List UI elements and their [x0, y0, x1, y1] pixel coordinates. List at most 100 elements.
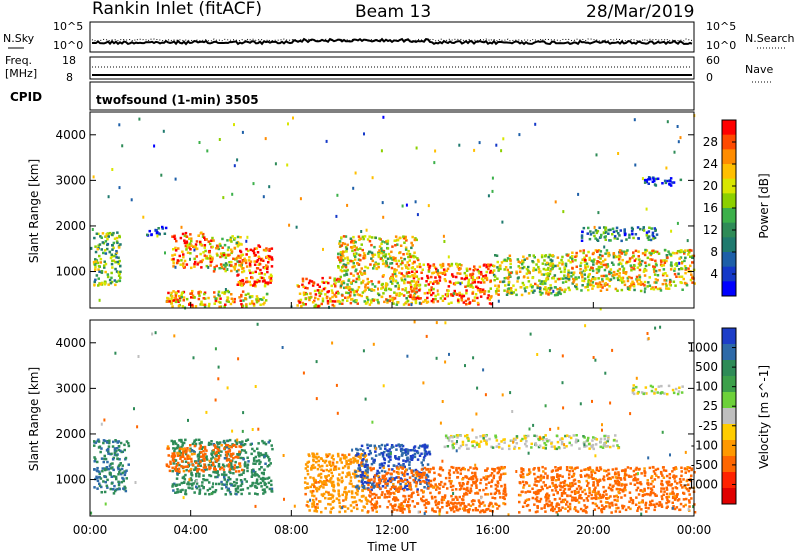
data-cell: [420, 461, 423, 464]
data-cell: [245, 480, 248, 483]
data-cell: [345, 475, 348, 478]
data-cell: [174, 459, 178, 462]
data-cell: [441, 495, 444, 499]
data-cell: [454, 488, 458, 491]
data-cell: [120, 450, 123, 454]
data-cell: [124, 471, 127, 474]
data-cell: [207, 304, 211, 308]
data-cell: [561, 277, 565, 280]
data-cell: [688, 505, 691, 508]
data-cell: [625, 483, 628, 486]
data-cell: [268, 464, 271, 467]
data-cell: [422, 473, 426, 477]
data-cell: [471, 299, 475, 302]
data-cell: [378, 249, 381, 252]
data-cell: [410, 301, 413, 305]
data-cell: [264, 137, 267, 141]
data-cell: [469, 466, 472, 469]
data-cell: [412, 478, 415, 482]
data-cell: [457, 466, 461, 470]
data-cell: [648, 466, 652, 470]
data-cell: [444, 476, 448, 480]
data-cell: [640, 472, 643, 475]
data-cell: [337, 280, 340, 283]
data-cell: [257, 451, 260, 454]
data-cell: [519, 494, 522, 497]
data-cell: [388, 295, 392, 298]
data-cell: [199, 252, 202, 256]
data-cell: [469, 504, 473, 508]
data-cell: [551, 267, 554, 271]
data-cell: [201, 481, 204, 484]
data-cell: [539, 287, 541, 290]
data-cell: [432, 287, 435, 291]
data-cell: [387, 464, 390, 468]
data-cell: [103, 490, 107, 494]
data-cell: [321, 280, 324, 284]
data-cell: [418, 297, 421, 300]
data-cell: [200, 455, 203, 458]
data-cell: [101, 467, 104, 470]
data-cell: [668, 283, 672, 286]
data-cell: [602, 490, 606, 494]
data-cell: [317, 474, 320, 477]
data-cell: [573, 279, 576, 282]
data-cell: [330, 284, 333, 288]
data-cell: [464, 491, 468, 495]
data-cell: [362, 279, 365, 283]
data-cell: [675, 251, 679, 255]
data-cell: [184, 465, 187, 468]
data-cell: [424, 444, 427, 448]
data-cell: [661, 273, 665, 277]
data-cell: [353, 473, 356, 476]
data-cell: [427, 204, 430, 208]
data-cell: [242, 282, 245, 285]
data-cell: [238, 453, 241, 456]
data-cell: [109, 473, 112, 476]
data-cell: [339, 256, 343, 259]
data-cell: [209, 264, 212, 267]
data-cell: [261, 439, 264, 443]
data-cell: [523, 258, 526, 261]
data-cell: [485, 276, 489, 280]
data-cell: [443, 494, 447, 497]
data-cell: [653, 270, 656, 274]
data-cell: [100, 248, 103, 251]
data-cell: [475, 484, 478, 487]
data-cell: [400, 502, 403, 505]
data-cell: [384, 264, 388, 268]
data-cell: [488, 271, 492, 274]
colorbar-segment: [722, 178, 736, 194]
data-cell: [502, 472, 505, 476]
data-cell: [366, 277, 369, 281]
data-cell: [639, 283, 643, 286]
data-cell: [596, 481, 599, 484]
data-cell: [301, 283, 304, 287]
data-cell: [401, 467, 404, 470]
data-cell: [308, 296, 312, 299]
data-cell: [683, 252, 686, 255]
data-cell: [529, 284, 532, 288]
data-cell: [374, 450, 377, 453]
data-cell: [362, 257, 365, 260]
data-cell: [392, 486, 395, 489]
data-cell: [306, 287, 309, 290]
data-cell: [365, 502, 369, 505]
data-cell: [202, 297, 205, 300]
data-cell: [118, 468, 122, 471]
data-cell: [341, 242, 345, 245]
data-cell: [400, 454, 404, 457]
data-cell: [403, 486, 407, 489]
data-cell: [380, 249, 384, 253]
data-cell: [170, 258, 174, 261]
data-cell: [494, 284, 497, 287]
data-cell: [248, 269, 251, 272]
data-cell: [381, 259, 385, 262]
data-cell: [447, 503, 451, 507]
data-cell: [666, 287, 669, 290]
colorbar-tick-label: 12: [703, 223, 718, 237]
data-cell: [487, 267, 490, 271]
data-cell: [551, 254, 554, 257]
data-cell: [455, 293, 459, 296]
data-cell: [194, 466, 197, 469]
